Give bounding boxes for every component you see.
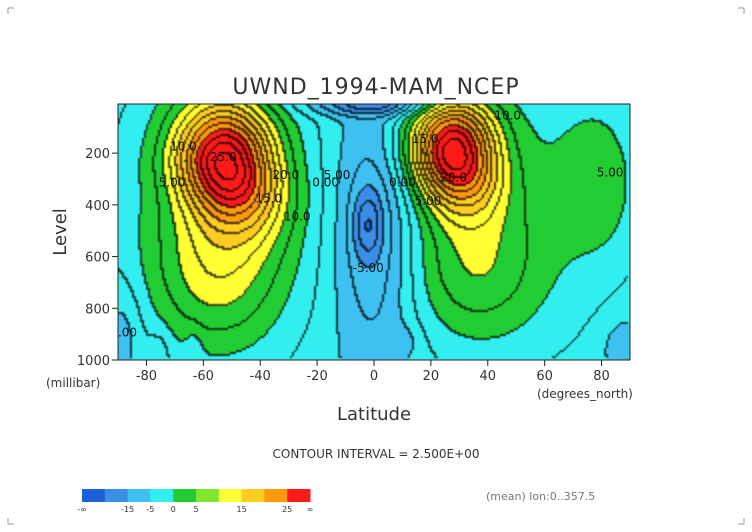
colorbar-label: -∞ — [77, 505, 87, 514]
x-tick-label: 60 — [536, 369, 553, 384]
colorbar-swatch — [196, 489, 220, 502]
x-tick-label: 20 — [423, 369, 440, 384]
y-tick-label: 200 — [85, 147, 110, 162]
x-tick-label: -20 — [306, 369, 327, 384]
colorbar-label: 25 — [282, 505, 292, 514]
colorbar-swatch — [241, 489, 265, 502]
contour-label: 25.0 — [210, 150, 237, 164]
colorbar-swatch — [218, 489, 243, 502]
contour-label: 0.00 — [110, 326, 137, 340]
x-tick-label: -40 — [250, 369, 271, 384]
colorbar-label: ∞ — [307, 505, 314, 514]
contour-label: 5.00 — [415, 194, 442, 208]
contour-label: 5.00 — [159, 176, 186, 190]
colorbar-label: -5 — [146, 505, 154, 514]
colorbar-swatch — [127, 489, 151, 502]
contour-label: 15.0 — [255, 191, 282, 205]
y-tick-label: 600 — [85, 251, 110, 266]
y-tick-label: 1000 — [77, 354, 110, 369]
y-units-label: (millibar) — [46, 376, 100, 390]
y-tick-label: 800 — [85, 302, 110, 317]
colorbar-label: 15 — [237, 505, 247, 514]
colorbar-swatch — [264, 489, 288, 502]
plot-area: 10.05.0025.020.015.010.05.000.00-5.000.0… — [110, 103, 631, 361]
colorbar-label: -15 — [121, 505, 134, 514]
contour-label: 15.0 — [412, 132, 439, 146]
y-axis-ticks: 200 400 600 800 1000 — [77, 147, 118, 369]
contour-label: 20.0 — [272, 168, 299, 182]
corner-marks — [7, 7, 745, 525]
contour-label: 10.0 — [170, 140, 197, 154]
contour-label: 0.00 — [312, 176, 339, 190]
colorbar-swatch — [82, 489, 106, 502]
footer-mean-label: (mean) lon:0..357.5 — [486, 490, 595, 503]
y-tick-label: 400 — [85, 199, 110, 214]
contour-label: 10.0 — [494, 109, 521, 123]
colorbar-swatch — [104, 489, 129, 502]
contour-labels: 10.05.0025.020.015.010.05.000.00-5.000.0… — [110, 109, 624, 340]
contour-label: 0.00 — [389, 176, 416, 190]
x-tick-label: 0 — [370, 369, 378, 384]
colorbar: -∞ -15 -5 0 5 15 25 ∞ — [77, 489, 313, 514]
colorbar-swatch — [150, 489, 174, 502]
x-tick-label: 40 — [480, 369, 497, 384]
colorbar-label: 0 — [171, 505, 176, 514]
colorbar-swatch — [287, 489, 311, 502]
contour-label: 5.00 — [324, 168, 351, 182]
chart-title: UWND_1994-MAM_NCEP — [232, 75, 519, 100]
x-axis-ticks: -80 -60 -40 -20 0 20 40 60 80 — [136, 360, 610, 384]
colorbar-label: 5 — [193, 505, 198, 514]
colorbar-swatch — [173, 489, 197, 502]
x-tick-label: -80 — [136, 369, 157, 384]
contour-label: -5.00 — [353, 261, 384, 275]
contour-interval-text: CONTOUR INTERVAL = 2.500E+00 — [273, 447, 480, 461]
y-axis-label: Level — [50, 208, 71, 256]
x-axis-label: Latitude — [337, 404, 411, 425]
x-tick-label: 80 — [593, 369, 610, 384]
x-units-label: (degrees_north) — [537, 387, 633, 401]
contour-label: 10.0 — [284, 209, 311, 223]
x-tick-label: -60 — [193, 369, 214, 384]
contour-label: 5.00 — [597, 165, 624, 179]
contour-fill-field — [118, 104, 630, 360]
contour-label: 20.0 — [440, 171, 467, 185]
